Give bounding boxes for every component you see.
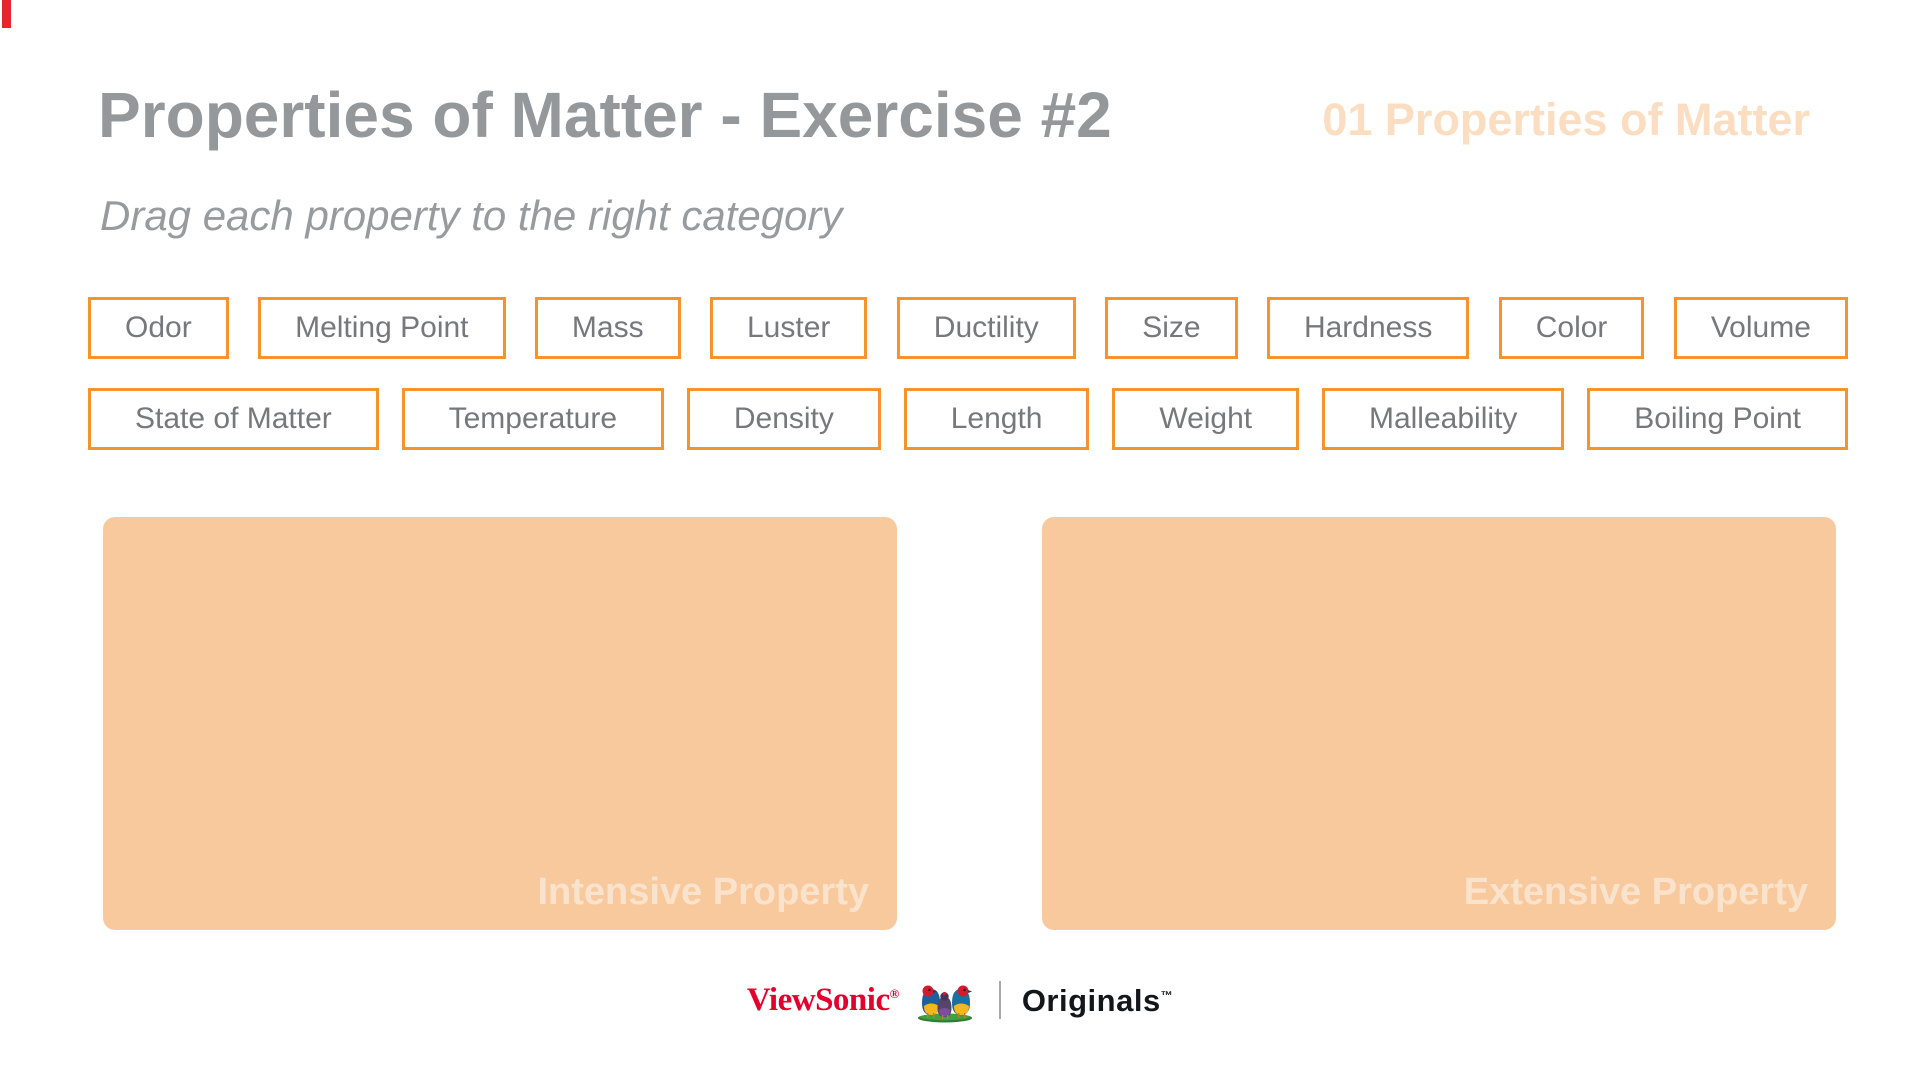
chip-row-1: State of Matter Temperature Density Length W… xyxy=(88,388,1848,450)
drop-zone-extensive-property[interactable]: Extensive Property xyxy=(1042,517,1836,930)
property-chip-density[interactable]: Density xyxy=(686,388,881,450)
property-chip-mass[interactable]: Mass xyxy=(534,297,681,359)
property-chip-malleability[interactable]: Malleability xyxy=(1321,388,1565,450)
property-chip-weight[interactable]: Weight xyxy=(1112,388,1300,450)
drop-zone-label: Extensive Property xyxy=(1463,871,1808,913)
property-chip-odor[interactable]: Odor xyxy=(88,297,229,359)
page-title: Properties of Matter - Exercise #2 xyxy=(98,79,1112,151)
slide-accent-mark xyxy=(2,0,11,28)
property-chip-melting-point[interactable]: Melting Point xyxy=(258,297,506,359)
property-chip-ductility[interactable]: Ductility xyxy=(896,297,1076,359)
viewsonic-wordmark: ViewSonic® xyxy=(746,981,900,1018)
originals-wordmark: Originals™ xyxy=(1021,982,1174,1018)
property-chip-state-of-matter[interactable]: State of Matter xyxy=(88,388,379,450)
drop-zone-label: Intensive Property xyxy=(537,871,869,913)
property-chip-boiling-point[interactable]: Boiling Point xyxy=(1587,388,1848,450)
lesson-number-tag: 01 Properties of Matter xyxy=(1322,94,1810,145)
property-chip-volume[interactable]: Volume xyxy=(1673,297,1848,359)
property-chip-hardness[interactable]: Hardness xyxy=(1266,297,1470,359)
instruction-text: Drag each property to the right category xyxy=(100,192,843,239)
registered-mark: ® xyxy=(889,985,900,1001)
drop-zones: Intensive Property Extensive Property xyxy=(103,517,1836,930)
trademark-mark: ™ xyxy=(1160,988,1174,1003)
viewsonic-birds-icon xyxy=(917,985,972,1023)
property-chip-luster[interactable]: Luster xyxy=(710,297,868,359)
footer-divider xyxy=(998,981,1001,1019)
drop-zone-intensive-property[interactable]: Intensive Property xyxy=(103,517,897,930)
footer-logo-bar: ViewSonic® Originals™ xyxy=(0,974,1920,1026)
property-chip-length[interactable]: Length xyxy=(903,388,1090,450)
property-chip-size[interactable]: Size xyxy=(1105,297,1238,359)
property-chip-color[interactable]: Color xyxy=(1498,297,1645,359)
property-chip-temperature[interactable]: Temperature xyxy=(401,388,665,450)
chip-row-0: Odor Melting Point Mass Luster Ductility Size… xyxy=(88,297,1848,359)
